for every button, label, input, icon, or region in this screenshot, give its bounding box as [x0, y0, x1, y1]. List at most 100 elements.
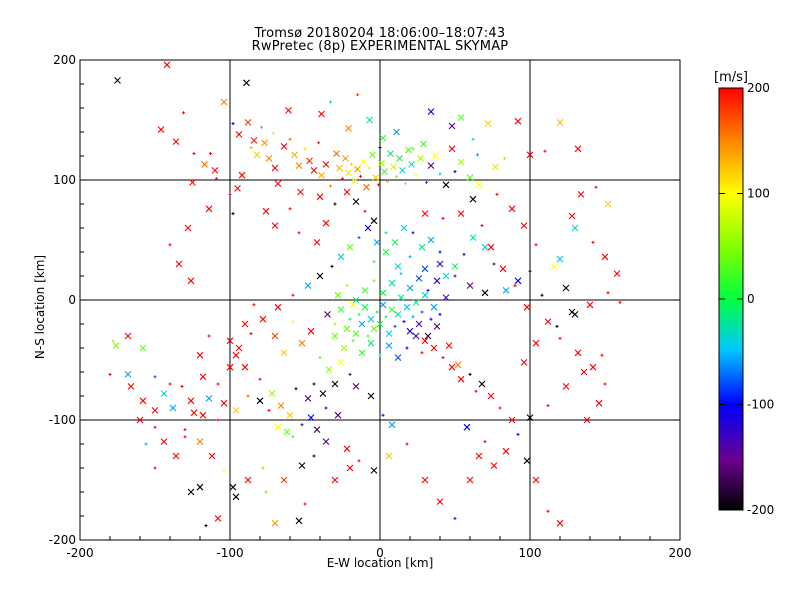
- data-point: [343, 445, 351, 453]
- x-axis-label: E-W location [km]: [326, 556, 434, 570]
- data-point: [331, 332, 339, 340]
- data-point: [215, 177, 218, 181]
- data-point: [346, 243, 354, 251]
- data-point: [406, 327, 414, 335]
- data-point: [169, 404, 177, 412]
- data-point: [337, 306, 345, 313]
- data-point: [523, 457, 531, 465]
- data-point: [526, 151, 534, 159]
- data-point: [342, 155, 349, 162]
- data-point: [367, 392, 375, 400]
- data-point: [394, 354, 402, 361]
- data-point: [318, 110, 325, 118]
- data-point: [280, 349, 288, 357]
- data-point: [341, 177, 344, 181]
- data-point: [124, 371, 132, 378]
- axis-ticks: [79, 59, 681, 541]
- data-point: [402, 320, 406, 324]
- data-point: [205, 205, 213, 213]
- data-point: [369, 151, 376, 159]
- data-point: [312, 382, 316, 386]
- data-point: [260, 125, 263, 129]
- data-point: [480, 224, 484, 228]
- data-point: [348, 372, 352, 376]
- data-point: [216, 418, 220, 422]
- data-point: [457, 158, 465, 166]
- data-point: [555, 324, 559, 328]
- y-tick-label: -200: [49, 533, 76, 547]
- data-point: [337, 359, 345, 366]
- data-point: [556, 519, 564, 527]
- data-point: [487, 243, 495, 251]
- data-point: [291, 151, 298, 159]
- data-point: [160, 390, 168, 397]
- data-point: [364, 224, 372, 232]
- data-point: [399, 272, 403, 276]
- data-point: [153, 466, 157, 470]
- data-point: [318, 171, 325, 179]
- data-point: [192, 152, 196, 156]
- data-point: [589, 363, 597, 371]
- data-point: [534, 243, 538, 247]
- data-point: [261, 139, 268, 147]
- data-point: [325, 366, 333, 373]
- data-point: [406, 284, 414, 292]
- data-point: [412, 299, 420, 306]
- data-point: [411, 315, 415, 319]
- data-point: [526, 414, 534, 421]
- data-point: [420, 140, 427, 148]
- data-point: [556, 119, 564, 126]
- data-point: [502, 287, 510, 294]
- data-point: [127, 383, 135, 390]
- data-point: [244, 119, 252, 126]
- data-point: [385, 330, 393, 337]
- data-point: [232, 351, 240, 359]
- data-point: [441, 356, 445, 360]
- data-point: [313, 239, 321, 246]
- data-point: [297, 231, 301, 235]
- data-point: [232, 407, 240, 414]
- data-point: [595, 399, 603, 407]
- data-point: [280, 143, 288, 150]
- data-point: [187, 277, 195, 285]
- data-point: [322, 438, 330, 445]
- data-point: [543, 149, 547, 153]
- data-point: [304, 395, 312, 402]
- data-point: [333, 202, 337, 206]
- data-point: [430, 344, 438, 352]
- data-point: [288, 207, 292, 211]
- data-point: [384, 315, 388, 319]
- data-point: [438, 250, 442, 254]
- data-point: [235, 131, 243, 138]
- data-point: [544, 318, 552, 325]
- data-point: [405, 346, 409, 350]
- data-point: [324, 311, 331, 318]
- data-point: [385, 342, 393, 349]
- data-point: [222, 468, 226, 472]
- data-point: [379, 134, 387, 142]
- data-point: [307, 414, 315, 421]
- data-point: [476, 153, 479, 157]
- colorbar-tick-label: 0: [747, 292, 755, 306]
- data-point: [199, 411, 207, 419]
- data-point: [556, 255, 564, 263]
- data-point: [226, 337, 234, 345]
- data-point: [514, 117, 522, 125]
- data-point: [144, 442, 148, 446]
- data-point: [487, 392, 495, 400]
- data-point: [520, 359, 528, 366]
- data-point: [433, 323, 441, 330]
- data-point: [603, 382, 607, 386]
- data-point: [421, 337, 429, 345]
- data-point: [372, 279, 376, 283]
- data-point: [393, 324, 397, 328]
- data-point: [329, 100, 332, 104]
- data-point: [562, 284, 570, 292]
- data-point: [360, 158, 367, 166]
- data-point: [421, 476, 429, 484]
- data-point: [466, 476, 474, 484]
- data-point: [244, 476, 252, 484]
- data-point: [378, 353, 382, 357]
- data-point: [359, 174, 362, 178]
